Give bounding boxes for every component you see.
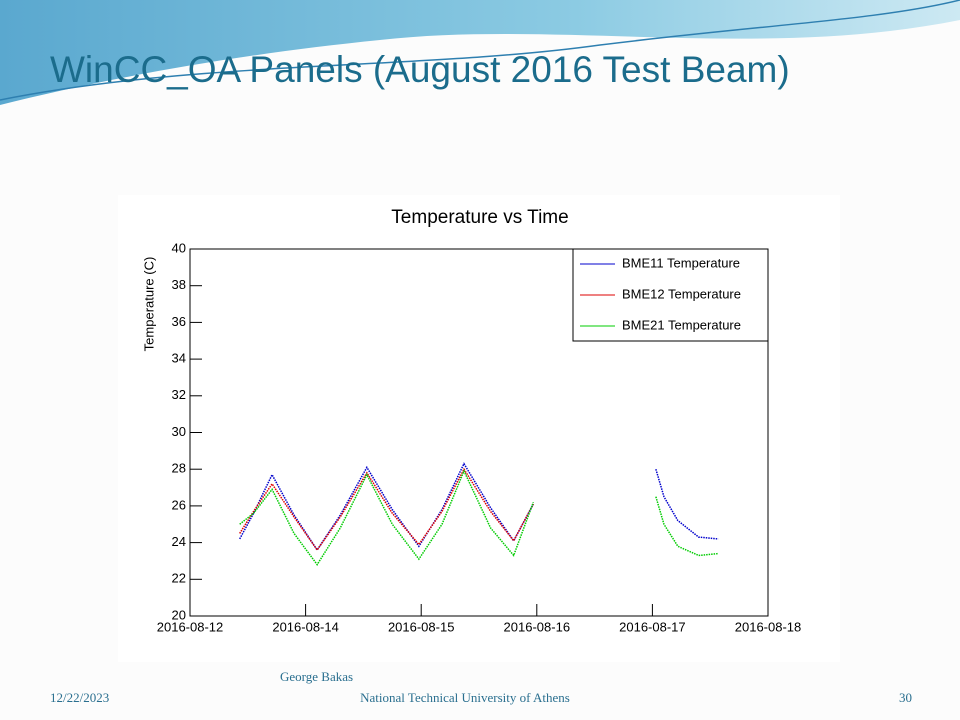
x-tick-label: 2016-08-15 [388,619,455,634]
y-tick-label: 20 [172,607,186,622]
header-wave [0,0,960,105]
y-tick-label: 38 [172,277,186,292]
footer-date: 12/22/2023 [50,690,109,705]
y-tick-label: 32 [172,387,186,402]
legend-label: BME21 Temperature [622,317,741,332]
slide-title: WinCC_OA Panels (August 2016 Test Beam) [50,49,790,90]
x-tick-label: 2016-08-17 [619,619,686,634]
series-line [239,467,534,552]
y-tick-label: 36 [172,314,186,329]
legend-label: BME12 Temperature [622,286,741,301]
footer-institution: National Technical University of Athens [360,690,570,705]
y-tick-label: 26 [172,497,186,512]
header-curve [0,0,960,101]
y-tick-label: 34 [172,351,186,366]
x-tick-label: 2016-08-14 [272,619,339,634]
legend-label: BME11 Temperature [622,255,740,270]
chart-title: Temperature vs Time [391,207,568,228]
y-tick-label: 22 [172,571,186,586]
y-tick-label: 24 [172,534,186,549]
y-axis-label: Temperature (C) [141,257,156,352]
x-tick-label: 2016-08-16 [504,619,571,634]
x-tick-label: 2016-08-12 [157,619,224,634]
footer-page: 30 [899,690,912,705]
y-tick-label: 30 [172,424,186,439]
y-tick-label: 40 [172,240,186,255]
footer-author: George Bakas [280,669,353,684]
x-tick-label: 2016-08-18 [735,619,802,634]
series-line [239,469,719,566]
series-line [239,462,719,552]
y-tick-label: 28 [172,461,186,476]
